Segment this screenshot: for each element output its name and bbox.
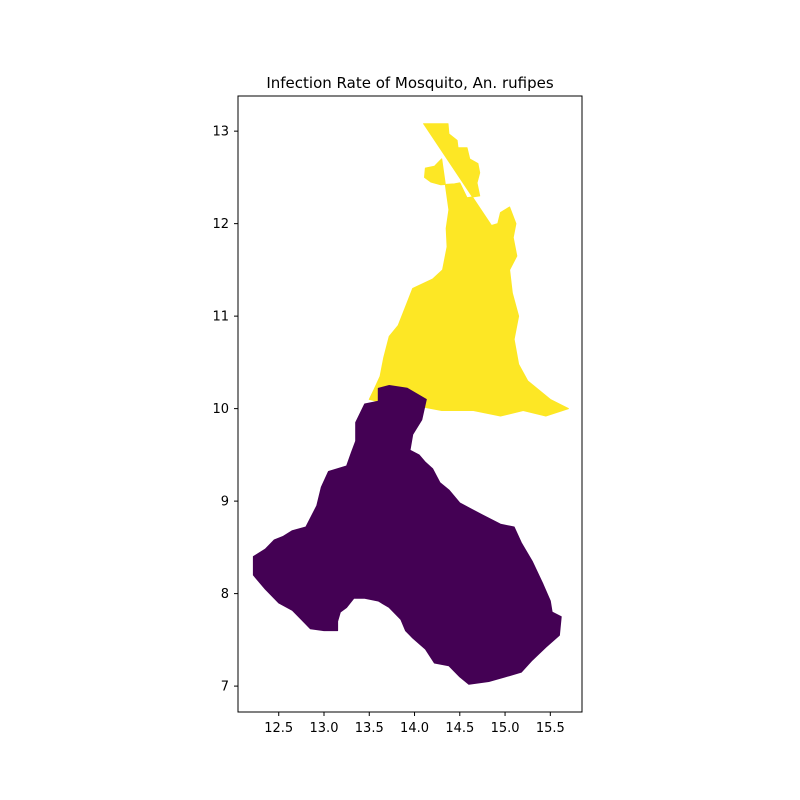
chart-title: Infection Rate of Mosquito, An. rufipes — [266, 74, 553, 92]
region-north — [368, 123, 569, 417]
y-tick-label: 11 — [212, 310, 229, 325]
x-tick-label: 12.5 — [264, 721, 293, 736]
y-tick-label: 10 — [212, 402, 229, 417]
y-tick-label: 13 — [212, 125, 229, 140]
x-tick-label: 14.0 — [400, 721, 429, 736]
y-tick-label: 12 — [212, 217, 229, 232]
x-tick-label: 13.0 — [310, 721, 339, 736]
y-tick-label: 9 — [221, 495, 229, 510]
x-tick-label: 14.5 — [445, 721, 474, 736]
y-axis: 7 8 9 10 11 12 13 — [212, 125, 238, 695]
y-tick-label: 7 — [221, 680, 229, 695]
x-tick-label: 15.5 — [536, 721, 565, 736]
region-south — [252, 385, 562, 685]
y-tick-label: 8 — [221, 587, 229, 602]
map-regions — [252, 123, 569, 685]
x-tick-label: 13.5 — [355, 721, 384, 736]
plot-frame — [237, 95, 583, 713]
x-tick-label: 15.0 — [491, 721, 520, 736]
x-axis: 12.5 13.0 13.5 14.0 14.5 15.0 15.5 — [264, 712, 565, 736]
